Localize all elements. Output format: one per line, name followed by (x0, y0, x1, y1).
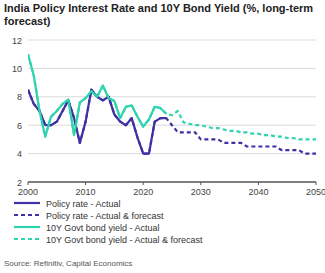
x-tick (143, 182, 144, 185)
legend-label: Policy rate - Actual & forecast (46, 211, 164, 221)
y-tick-label: 2 (17, 178, 22, 188)
title-line: forecast) (4, 15, 51, 27)
y-grid-line (28, 68, 316, 69)
y-grid-line (28, 153, 316, 154)
plot-area (28, 54, 316, 153)
y-grid-line (28, 96, 316, 97)
grid: 2 4 6 8 10 12 2000 2010 2020 2030 2040 2050 (12, 36, 325, 198)
title: India Policy Interest Rate and 10Y Bond … (4, 2, 313, 27)
series-line (28, 54, 166, 136)
y-grid-line (28, 182, 316, 183)
legend-label: 10Y Govt bond yield - Actual (46, 223, 159, 233)
legend-label: 10Y Govt bond yield - Actual & forecast (46, 235, 203, 245)
legend-swatch (14, 202, 40, 204)
x-tick-label: 2010 (76, 187, 96, 197)
x-tick (85, 182, 86, 185)
x-tick-label: 2030 (191, 187, 211, 197)
x-tick-label: 2000 (18, 187, 38, 197)
y-tick-label: 10 (12, 64, 22, 74)
y-tick-label: 8 (17, 92, 22, 102)
legend-swatch (14, 238, 40, 240)
y-grid-line (28, 40, 316, 41)
legend-swatch (14, 214, 40, 216)
title-group: India Policy Interest Rate and 10Y Bond … (4, 2, 313, 27)
x-tick (316, 182, 317, 185)
y-tick-label: 12 (12, 36, 22, 46)
legend-swatch (14, 226, 40, 228)
x-tick (200, 182, 201, 185)
x-tick-label: 2020 (133, 187, 153, 197)
legend-label: Policy rate - Actual (46, 199, 121, 209)
x-tick-label: 2050 (306, 187, 325, 197)
x-tick (258, 182, 259, 185)
chart: India Policy Interest Rate and 10Y Bond … (0, 0, 325, 273)
title-line: India Policy Interest Rate and 10Y Bond … (4, 2, 313, 14)
y-tick-label: 6 (17, 121, 22, 131)
y-tick-label: 4 (17, 149, 22, 159)
x-tick (28, 182, 29, 185)
source: Source: Refinitiv, Capital Economics (4, 259, 132, 268)
x-tick-label: 2040 (248, 187, 268, 197)
legend: Policy rate - Actual Policy rate - Actual… (14, 199, 203, 245)
series-line (28, 54, 316, 139)
x-axis-line (28, 182, 316, 183)
